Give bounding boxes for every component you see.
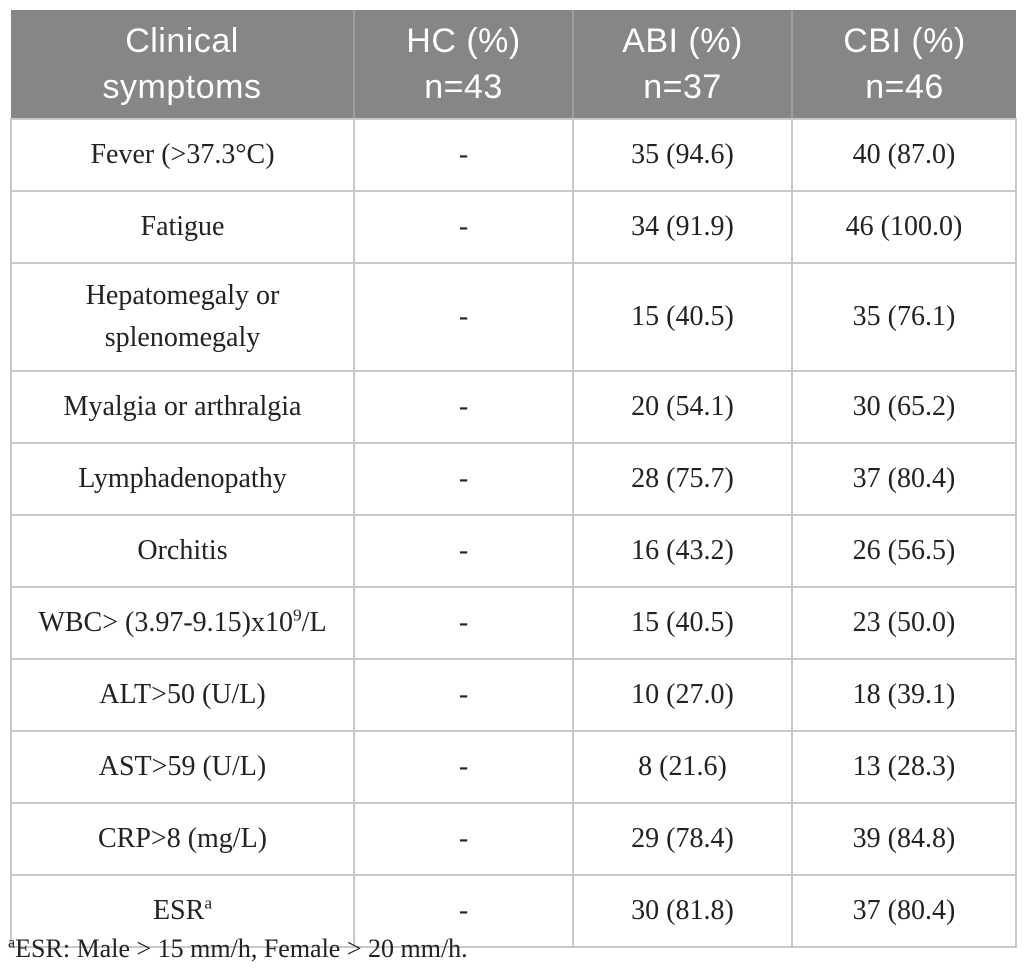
- symptom-cell: Fatigue: [10, 190, 355, 264]
- symptom-cell: Hepatomegaly or splenomegaly: [10, 262, 355, 372]
- cbi-cell: 30 (65.2): [791, 370, 1017, 444]
- header-line: symptoms: [102, 68, 262, 106]
- cbi-cell: 37 (80.4): [791, 442, 1017, 516]
- hc-cell: -: [353, 514, 574, 588]
- hc-cell: -: [353, 802, 574, 876]
- table-footnote: aESR: Male > 15 mm/h, Female > 20 mm/h.: [8, 934, 468, 964]
- symptom-text: Lymphadenopathy: [78, 463, 287, 494]
- cbi-cell: 40 (87.0): [791, 118, 1017, 192]
- cbi-cell: 26 (56.5): [791, 514, 1017, 588]
- table-row: Lymphadenopathy -28 (75.7) 37 (80.4): [10, 442, 1017, 516]
- hc-cell: -: [353, 658, 574, 732]
- symptom-text: Fever (>37.3°C): [90, 139, 275, 170]
- table-row: ALT>50 (U/L) -10 (27.0) 18 (39.1): [10, 658, 1017, 732]
- abi-cell: 15 (40.5): [572, 586, 793, 660]
- hc-cell: -: [353, 190, 574, 264]
- symptom-text: Fatigue: [140, 211, 225, 242]
- hc-cell: -: [353, 730, 574, 804]
- header-line: n=37: [643, 68, 722, 106]
- header-row: Clinical symptoms HC (%) n=43 ABI (%) n=…: [11, 10, 1016, 120]
- hc-cell: -: [353, 262, 574, 372]
- abi-cell: 28 (75.7): [572, 442, 793, 516]
- hc-cell: -: [353, 874, 574, 948]
- hc-cell: -: [353, 586, 574, 660]
- symptom-cell: WBC> (3.97-9.15)x109/L: [10, 586, 355, 660]
- abi-cell: 8 (21.6): [572, 730, 793, 804]
- symptom-text: Hepatomegaly or splenomegaly: [85, 280, 280, 353]
- column-header-clinical-symptoms: Clinical symptoms: [11, 10, 355, 120]
- symptom-cell: Fever (>37.3°C): [10, 118, 355, 192]
- column-header-cbi: CBI (%) n=46: [792, 10, 1016, 120]
- clinical-symptoms-table: Clinical symptoms HC (%) n=43 ABI (%) n=…: [10, 10, 1017, 948]
- abi-cell: 16 (43.2): [572, 514, 793, 588]
- header-line: ABI (%): [622, 22, 743, 60]
- cbi-cell: 18 (39.1): [791, 658, 1017, 732]
- table-row: Myalgia or arthralgia -20 (54.1) 30 (65.2): [10, 370, 1017, 444]
- footnote-superscript: a: [8, 934, 16, 952]
- column-header-abi: ABI (%) n=37: [573, 10, 793, 120]
- hc-cell: -: [353, 442, 574, 516]
- table-row: WBC> (3.97-9.15)x109/L -15 (40.5) 23 (50.0…: [10, 586, 1017, 660]
- cbi-cell: 37 (80.4): [791, 874, 1017, 948]
- symptom-text: CRP>8 (mg/L): [97, 823, 268, 854]
- abi-cell: 10 (27.0): [572, 658, 793, 732]
- symptom-text: AST>59 (U/L): [98, 751, 267, 782]
- hc-cell: -: [353, 118, 574, 192]
- symptom-text: WBC> (3.97-9.15)x10: [38, 607, 293, 638]
- abi-cell: 30 (81.8): [572, 874, 793, 948]
- header-line: n=46: [865, 68, 944, 106]
- table-row: Fever (>37.3°C) -35 (94.6) 40 (87.0): [10, 118, 1017, 192]
- hc-cell: -: [353, 370, 574, 444]
- symptom-text: ESR: [152, 895, 205, 926]
- abi-cell: 34 (91.9): [572, 190, 793, 264]
- symptom-cell: Myalgia or arthralgia: [10, 370, 355, 444]
- symptom-text: ALT>50 (U/L): [99, 679, 266, 710]
- table-row: Orchitis -16 (43.2) 26 (56.5): [10, 514, 1017, 588]
- symptom-text: Orchitis: [137, 535, 228, 566]
- cbi-cell: 23 (50.0): [791, 586, 1017, 660]
- abi-cell: 35 (94.6): [572, 118, 793, 192]
- footnote-text: ESR: Male > 15 mm/h, Female > 20 mm/h.: [15, 934, 468, 963]
- cbi-cell: 35 (76.1): [791, 262, 1017, 372]
- abi-cell: 15 (40.5): [572, 262, 793, 372]
- symptom-cell: CRP>8 (mg/L): [10, 802, 355, 876]
- symptom-text: Myalgia or arthralgia: [63, 391, 302, 422]
- header-line: Clinical: [125, 22, 239, 60]
- header-line: n=43: [424, 68, 503, 106]
- symptom-suffix: /L: [301, 607, 327, 638]
- column-header-hc: HC (%) n=43: [354, 10, 574, 120]
- abi-cell: 29 (78.4): [572, 802, 793, 876]
- cbi-cell: 46 (100.0): [791, 190, 1017, 264]
- symptom-cell: Lymphadenopathy: [10, 442, 355, 516]
- table-row: AST>59 (U/L) -8 (21.6) 13 (28.3): [10, 730, 1017, 804]
- header-line: HC (%): [406, 22, 521, 60]
- symptom-superscript: a: [204, 893, 213, 913]
- table-row: ESRa -30 (81.8) 37 (80.4): [10, 874, 1017, 948]
- cbi-cell: 39 (84.8): [791, 802, 1017, 876]
- symptom-cell: ALT>50 (U/L): [10, 658, 355, 732]
- symptom-superscript: 9: [292, 605, 302, 625]
- symptom-cell: AST>59 (U/L): [10, 730, 355, 804]
- symptom-cell: ESRa: [10, 874, 355, 948]
- table-row: Hepatomegaly or splenomegaly -15 (40.5) 35…: [10, 262, 1017, 372]
- cbi-cell: 13 (28.3): [791, 730, 1017, 804]
- symptom-cell: Orchitis: [10, 514, 355, 588]
- header-line: CBI (%): [843, 22, 966, 60]
- abi-cell: 20 (54.1): [572, 370, 793, 444]
- table-row: Fatigue -34 (91.9) 46 (100.0): [10, 190, 1017, 264]
- table-row: CRP>8 (mg/L) -29 (78.4) 39 (84.8): [10, 802, 1017, 876]
